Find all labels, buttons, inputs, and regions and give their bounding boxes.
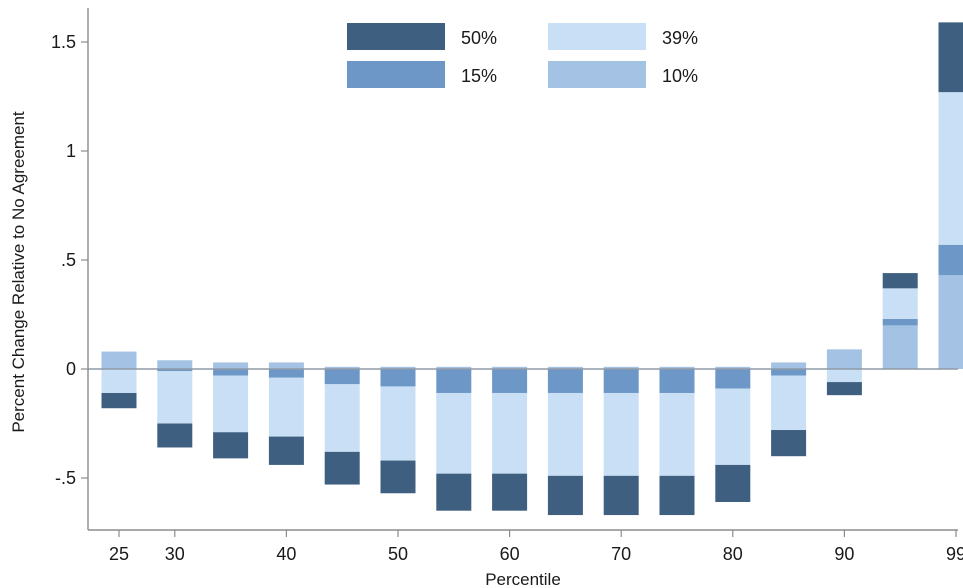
bar-segment-p45-s15pct (324, 369, 360, 385)
bar-segment-p99-s50pct (938, 22, 963, 93)
bar-segment-p90-s39pct (826, 369, 862, 383)
y-tick-label: 1 (66, 141, 76, 161)
bar-segment-p70-s39pct (603, 392, 639, 476)
bar-segment-p95-s39pct (882, 288, 918, 319)
bar-segment-p80-s15pct (715, 369, 751, 389)
bar-segment-p95-s15pct (882, 318, 918, 326)
bar-segment-p60-s50pct (492, 473, 528, 511)
bar-segment-p90-s50pct (826, 382, 862, 396)
bar-segment-p50-s39pct (380, 386, 416, 461)
bar-segment-p65-s50pct (547, 475, 583, 516)
bar-segment-p75-s10pct (659, 366, 695, 369)
x-tick-label: 40 (276, 544, 296, 564)
legend-label: 50% (461, 28, 497, 48)
bar-segment-p65-s10pct (547, 366, 583, 369)
x-tick-label: 99 (946, 544, 963, 564)
bar-segment-p60-s39pct (492, 392, 528, 474)
bar-segment-p80-s10pct (715, 366, 751, 369)
legend-swatch (347, 23, 445, 50)
legend-label: 39% (662, 28, 698, 48)
bar-segment-p99-s15pct (938, 244, 963, 276)
bar-segment-p30-s15pct (157, 369, 193, 372)
bar-segment-p25-s39pct (101, 369, 137, 393)
y-tick-label: 0 (66, 359, 76, 379)
bar-segment-p85-s39pct (771, 375, 807, 431)
bar-segment-p70-s15pct (603, 369, 639, 393)
bar-segment-p30-s10pct (157, 360, 193, 369)
bar-segment-p55-s39pct (436, 392, 472, 474)
bar-segment-p45-s50pct (324, 451, 360, 485)
y-tick-label: .5 (61, 250, 76, 270)
bars-layer (101, 22, 963, 516)
bar-segment-p60-s10pct (492, 366, 528, 369)
legend-label: 15% (461, 66, 497, 86)
bar-segment-p40-s10pct (268, 362, 304, 369)
x-axis: 25 30 40 50 60 70 80 90 99 (88, 529, 963, 564)
bar-segment-p60-s15pct (492, 369, 528, 393)
bar-segment-p65-s15pct (547, 369, 583, 393)
bar-segment-p75-s50pct (659, 475, 695, 516)
x-tick-label: 90 (834, 544, 854, 564)
bar-segment-p30-s39pct (157, 371, 193, 424)
x-tick-label: 80 (723, 544, 743, 564)
bar-segment-p85-s50pct (771, 430, 807, 457)
legend-swatch (548, 23, 646, 50)
bar-segment-p80-s50pct (715, 464, 751, 502)
bar-segment-p55-s10pct (436, 366, 472, 369)
legend-swatch (347, 61, 445, 88)
bar-segment-p35-s15pct (213, 369, 249, 376)
legend: 50% 39% 15% 10% (347, 23, 698, 88)
bar-segment-p85-s15pct (771, 369, 807, 376)
x-axis-title: Percentile (485, 570, 561, 588)
x-tick-label: 70 (611, 544, 631, 564)
bar-segment-p75-s15pct (659, 369, 695, 393)
bar-segment-p50-s15pct (380, 369, 416, 387)
bar-segment-p65-s39pct (547, 392, 583, 476)
x-tick-label: 50 (388, 544, 408, 564)
bar-segment-p40-s39pct (268, 377, 304, 437)
bar-segment-p95-s10pct (882, 325, 918, 369)
bar-segment-p25-s50pct (101, 392, 137, 409)
bar-segment-p50-s50pct (380, 460, 416, 494)
bar-segment-p99-s39pct (938, 92, 963, 245)
bar-segment-p75-s39pct (659, 392, 695, 476)
bar-segment-p45-s10pct (324, 366, 360, 369)
y-tick-label: -.5 (55, 468, 76, 488)
x-tick-label: 60 (500, 544, 520, 564)
bar-segment-p55-s15pct (436, 369, 472, 393)
bar-segment-p30-s50pct (157, 423, 193, 448)
bar-segment-p55-s50pct (436, 473, 472, 511)
bar-segment-p90-s10pct (826, 349, 862, 369)
bar-segment-p50-s10pct (380, 366, 416, 369)
bar-segment-p85-s10pct (771, 362, 807, 369)
x-tick-label: 25 (109, 544, 129, 564)
bar-segment-p25-s10pct (101, 351, 137, 369)
bar-segment-p45-s39pct (324, 384, 360, 452)
bar-segment-p70-s10pct (603, 366, 639, 369)
bar-segment-p99-s10pct (938, 275, 963, 369)
bar-segment-p35-s50pct (213, 432, 249, 459)
bar-segment-p70-s50pct (603, 475, 639, 516)
y-tick-label: 1.5 (51, 32, 76, 52)
bar-segment-p80-s39pct (715, 388, 751, 465)
y-axis: 1.51.50-.5 (51, 8, 89, 530)
bar-segment-p40-s50pct (268, 436, 304, 465)
x-tick-label: 30 (165, 544, 185, 564)
y-axis-title: Percent Change Relative to No Agreement (9, 111, 28, 433)
bar-segment-p35-s39pct (213, 375, 249, 433)
bar-segment-p40-s15pct (268, 369, 304, 378)
bar-segment-p95-s50pct (882, 273, 918, 289)
legend-label: 10% (662, 66, 698, 86)
legend-swatch (548, 61, 646, 88)
bar-segment-p35-s10pct (213, 362, 249, 369)
